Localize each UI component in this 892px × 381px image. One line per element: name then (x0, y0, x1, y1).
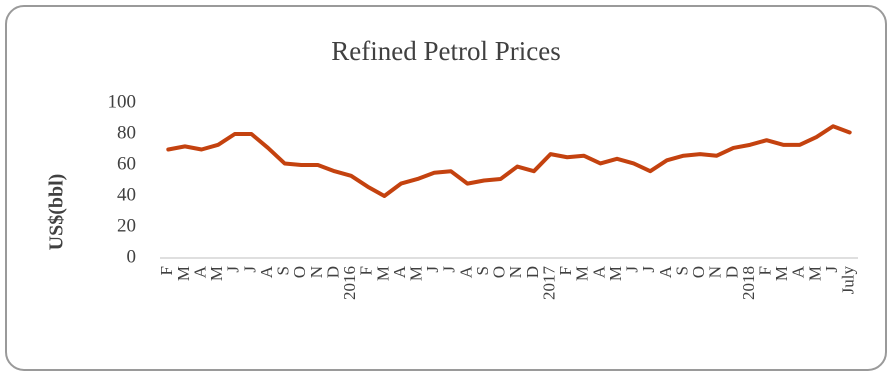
x-tick-label: J (440, 266, 459, 273)
x-tick-label: N (706, 266, 725, 278)
y-tick-label: 80 (117, 122, 136, 143)
x-tick-label: M (772, 266, 791, 281)
x-tick-label: J (822, 266, 841, 273)
x-tick-label: A (257, 265, 276, 278)
x-tick-label: M (373, 266, 392, 281)
x-tick-label: 2016 (340, 266, 359, 300)
y-tick-label: 0 (127, 246, 137, 267)
x-tick-label: A (190, 265, 209, 278)
x-tick-label: J (639, 266, 658, 273)
y-tick-label: 100 (108, 91, 137, 112)
x-tick-label: S (473, 266, 492, 275)
x-tick-label: M (573, 266, 592, 281)
x-tick-label: D (722, 266, 741, 278)
x-tick-label: D (323, 266, 342, 278)
y-axis-label: US$(bbl) (46, 174, 68, 251)
x-tick-label: A (456, 265, 475, 278)
x-tick-label: M (174, 266, 193, 281)
x-tick-label: 2017 (539, 266, 558, 301)
x-tick-label: A (390, 265, 409, 278)
x-tick-label: N (506, 266, 525, 278)
x-tick-label: M (407, 266, 426, 281)
x-tick-label: J (623, 266, 642, 273)
x-tick-label: July (839, 266, 858, 295)
x-tick-label: J (423, 266, 442, 273)
x-tick-label: F (556, 266, 575, 275)
x-tick-label: F (756, 266, 775, 275)
x-tick-label: A (789, 265, 808, 278)
x-tick-label: J (224, 266, 243, 273)
data-line (166, 124, 852, 198)
y-tick-label: 60 (117, 153, 136, 174)
x-tick-label: S (672, 266, 691, 275)
chart-frame (5, 5, 887, 371)
x-tick-label: F (357, 266, 376, 275)
x-tick-label: A (656, 265, 675, 278)
x-tick-label: O (689, 266, 708, 278)
x-tick-label: N (307, 266, 326, 278)
y-tick-label: 40 (117, 184, 136, 205)
x-tick-label: M (606, 266, 625, 281)
chart-title: Refined Petrol Prices (331, 36, 560, 66)
x-tick-label: M (207, 266, 226, 281)
x-tick-label: J (240, 266, 259, 273)
x-tick-label: M (805, 266, 824, 281)
x-tick-label: 2018 (739, 266, 758, 300)
x-tick-label: O (490, 266, 509, 278)
x-tick-label: O (290, 266, 309, 278)
x-tick-label: D (523, 266, 542, 278)
x-tick-label: F (157, 266, 176, 275)
y-tick-label: 20 (117, 215, 136, 236)
x-tick-label: S (274, 266, 293, 275)
x-tick-label: A (589, 265, 608, 278)
